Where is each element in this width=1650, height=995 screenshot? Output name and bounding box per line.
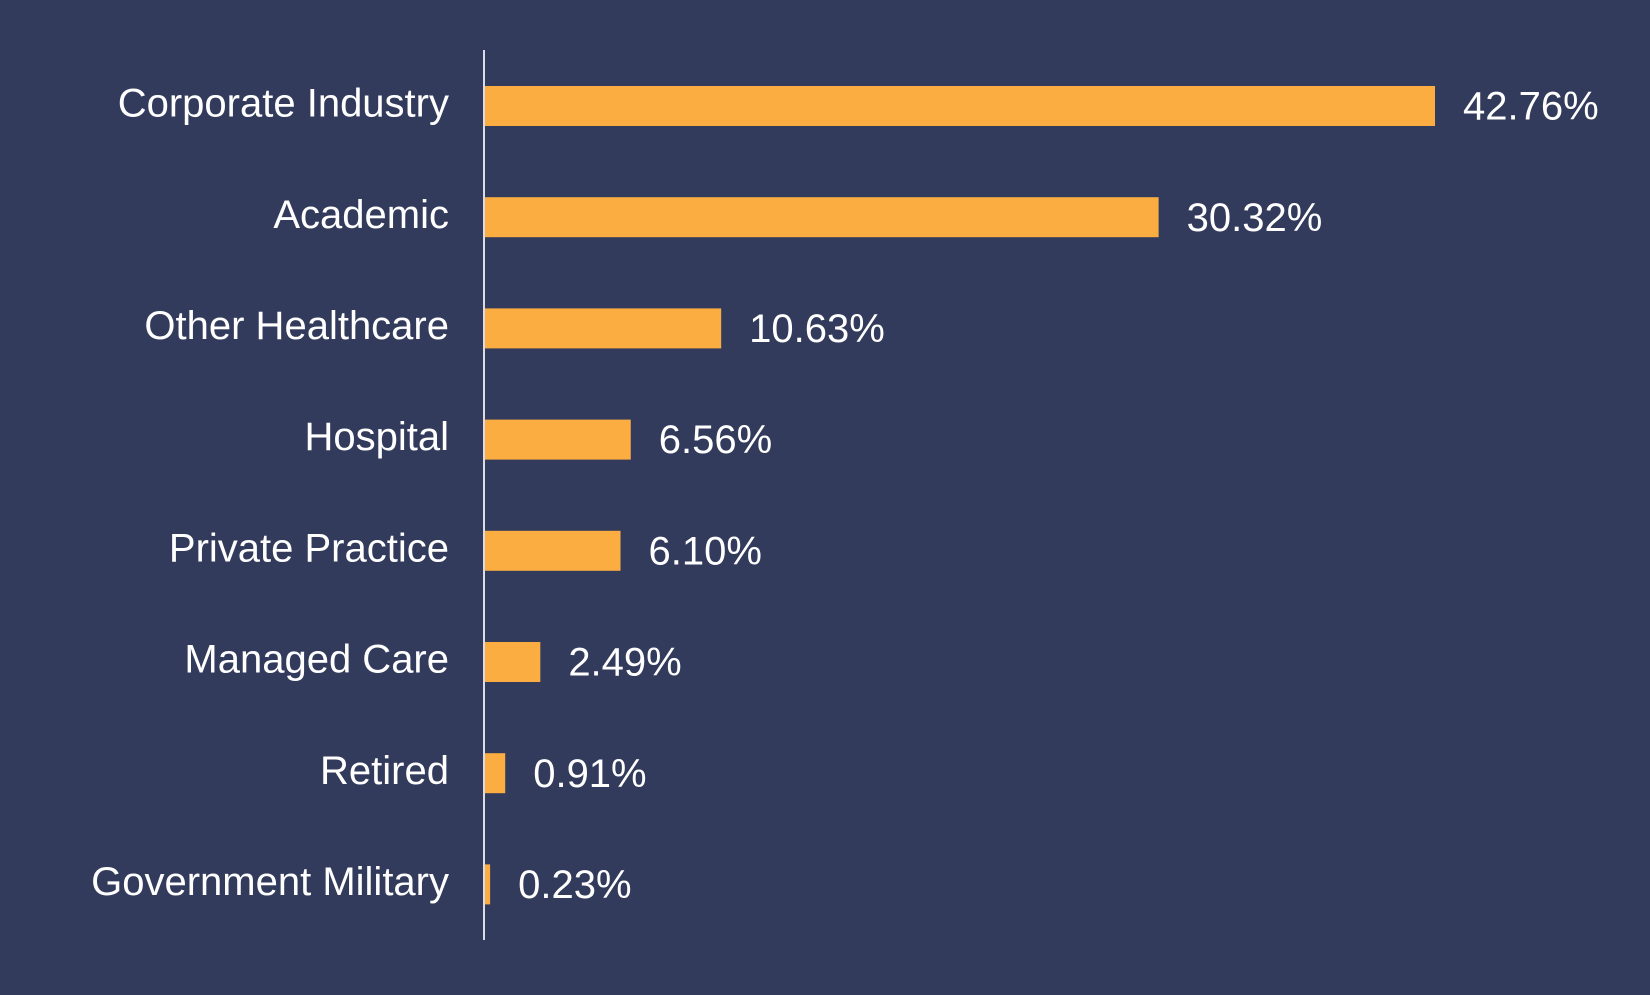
category-label: Hospital (304, 415, 449, 459)
value-label: 30.32% (1187, 196, 1323, 240)
bar-private-practice (485, 530, 621, 571)
bar-managed-care (485, 642, 541, 682)
category-label: Government Military (91, 860, 449, 904)
bar-government-military (485, 864, 491, 905)
bar-retired (485, 753, 506, 794)
value-label: 10.63% (749, 307, 885, 351)
value-label: 0.23% (518, 863, 631, 907)
value-label: 0.91% (533, 752, 646, 796)
bar-other-healthcare (485, 308, 722, 349)
category-label: Academic (273, 193, 449, 237)
bar-corporate-industry (485, 86, 1435, 126)
category-label: Private Practice (169, 526, 449, 570)
category-label: Retired (320, 749, 449, 793)
bar-academic (485, 197, 1159, 238)
value-labels-group: 42.76% 30.32% 10.63% 6.56% 6.10% 2.49% 0.91% 0.… (518, 85, 1599, 907)
category-label: Other Healthcare (144, 304, 449, 348)
value-label: 42.76% (1463, 85, 1599, 129)
value-label: 6.10% (649, 529, 762, 573)
category-label: Managed Care (184, 638, 449, 682)
category-labels-group: Corporate Industry Academic Other Healthca… (91, 82, 449, 904)
value-label: 6.56% (659, 418, 772, 462)
bar-hospital (485, 419, 631, 460)
value-label: 2.49% (568, 641, 681, 685)
category-label: Corporate Industry (118, 82, 449, 126)
bars-group (485, 86, 1435, 905)
